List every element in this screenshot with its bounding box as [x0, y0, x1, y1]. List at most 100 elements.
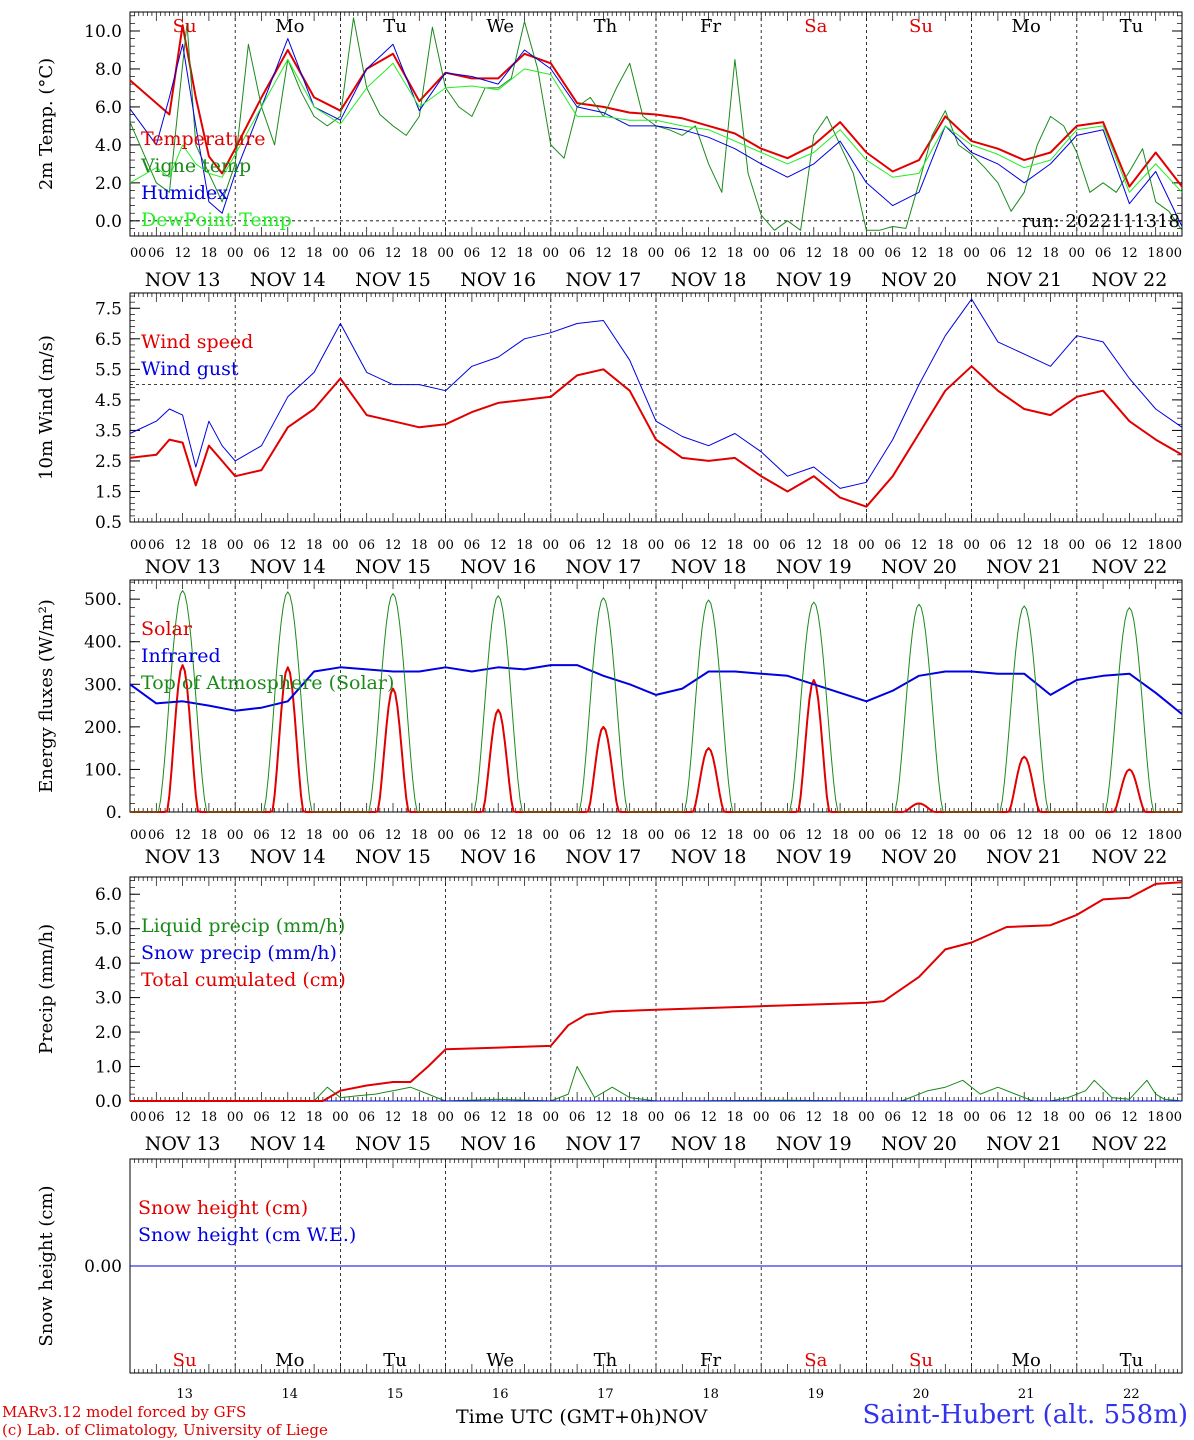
hour-tick-label: 00 [648, 828, 665, 843]
hour-tick-label: 00 [543, 1110, 560, 1125]
panel-2: 0.5 1.5 2.5 3.5 4.5 5.5 6.5 7.5 10m Wind (m/s) Wi… [36, 292, 1183, 578]
hour-tick-label: 06 [1095, 246, 1112, 261]
y-tick-label: 7.5 [95, 299, 122, 319]
day-label: NOV 17 [565, 556, 641, 578]
hour-tick-label: 12 [280, 246, 297, 261]
weekday-label: Sa [804, 1350, 827, 1371]
hour-tick-label: 00 [1069, 1110, 1086, 1125]
weekday-label: Mo [275, 16, 304, 37]
series-line [129, 298, 1183, 489]
hour-tick-label: 00 [227, 538, 244, 553]
series-line [129, 24, 1183, 188]
day-label: NOV 13 [145, 556, 221, 578]
hour-tick-label: 12 [595, 828, 612, 843]
series-line [129, 365, 1183, 508]
hour-tick-label: 00 [332, 828, 349, 843]
series-line [130, 1066, 1183, 1102]
hour-tick-label: 12 [806, 1110, 823, 1125]
y-tick-label: 6.0 [95, 98, 122, 118]
hour-tick-label: 06 [779, 1110, 796, 1125]
hour-tick-label: 06 [990, 1110, 1007, 1125]
day-label: NOV 20 [881, 846, 957, 868]
day-number-label: 17 [597, 1387, 614, 1402]
hour-tick-label: 12 [490, 1110, 507, 1125]
hour-tick-label: 12 [1121, 246, 1138, 261]
hour-tick-label: 18 [516, 828, 533, 843]
day-label: NOV 19 [776, 556, 852, 578]
hour-tick-label: 06 [674, 1110, 691, 1125]
hour-tick-label: 00 [648, 1110, 665, 1125]
day-label: NOV 19 [776, 846, 852, 868]
hour-tick-label: 18 [1147, 828, 1164, 843]
hour-tick-label: 12 [700, 538, 717, 553]
hour-tick-label: 06 [464, 246, 481, 261]
hour-tick-label: 06 [779, 828, 796, 843]
hour-tick-label: 12 [385, 538, 402, 553]
day-label: NOV 16 [460, 846, 536, 868]
day-label: NOV 17 [565, 1133, 641, 1155]
day-number-label: 22 [1123, 1387, 1140, 1402]
day-label: NOV 13 [145, 846, 221, 868]
hour-tick-label: 06 [358, 828, 375, 843]
hour-tick-label: 18 [1042, 246, 1059, 261]
hour-tick-label: 18 [1042, 1110, 1059, 1125]
day-number-label: 16 [492, 1387, 509, 1402]
hour-tick-label: 00 [1165, 538, 1182, 553]
y-tick-label: 1.0 [95, 1058, 122, 1078]
y-tick-label: 4.0 [95, 136, 122, 156]
hour-tick-label: 00 [543, 828, 560, 843]
hour-tick-label: 06 [253, 828, 270, 843]
y-axis-label: 10m Wind (m/s) [36, 335, 57, 480]
hour-tick-label: 12 [490, 828, 507, 843]
hour-tick-label: 00 [1165, 1110, 1182, 1125]
hour-tick-label: 18 [1042, 828, 1059, 843]
legend-entry: Snow height (cm) [138, 1197, 308, 1219]
hour-tick-label: 00 [543, 246, 560, 261]
hour-tick-label: 18 [411, 538, 428, 553]
hour-tick-label: 12 [700, 246, 717, 261]
hour-tick-label: 06 [990, 828, 1007, 843]
hour-tick-label: 00 [963, 1110, 980, 1125]
day-number-label: 14 [282, 1387, 299, 1402]
legend-entry: Snow precip (mm/h) [141, 942, 337, 964]
hour-tick-label: 18 [306, 538, 323, 553]
y-tick-label: 4.0 [95, 954, 122, 974]
time-axis-title-text: Time UTC (GMT+0h) [456, 1406, 662, 1428]
hour-tick-label: 18 [411, 1110, 428, 1125]
hour-tick-label: 06 [674, 246, 691, 261]
hour-tick-label: 18 [1147, 246, 1164, 261]
day-label: NOV 20 [881, 556, 957, 578]
hour-tick-label: 00 [130, 1110, 147, 1125]
day-number-label: 15 [387, 1387, 404, 1402]
model-credit-line: MARv3.12 model forced by GFS [2, 1403, 247, 1421]
y-tick-label: 0. [106, 803, 122, 823]
y-tick-label: 0.00 [84, 1257, 122, 1277]
day-number-label: 18 [702, 1387, 719, 1402]
day-label: NOV 16 [460, 1133, 536, 1155]
weekday-label: Tu [383, 1350, 407, 1371]
hour-tick-label: 06 [148, 828, 165, 843]
hour-tick-label: 06 [990, 538, 1007, 553]
hour-tick-label: 18 [727, 246, 744, 261]
hour-tick-label: 00 [130, 538, 147, 553]
y-tick-label: 6.5 [95, 330, 122, 350]
day-label: NOV 14 [250, 846, 326, 868]
hour-tick-label: 06 [358, 1110, 375, 1125]
y-tick-label: 500. [84, 590, 122, 610]
hour-tick-label: 18 [621, 246, 638, 261]
hour-tick-label: 18 [411, 828, 428, 843]
legend-entry: Snow height (cm W.E.) [138, 1224, 356, 1246]
hour-tick-label: 18 [516, 246, 533, 261]
day-label: NOV 22 [1091, 1133, 1167, 1155]
run-label: run: 2022111318 [1022, 211, 1180, 232]
hour-tick-label: 06 [779, 538, 796, 553]
hour-tick-label: 06 [674, 538, 691, 553]
hour-tick-label: 12 [1121, 1110, 1138, 1125]
hour-tick-label: 12 [595, 538, 612, 553]
hour-tick-label: 12 [385, 828, 402, 843]
day-label: NOV 14 [250, 269, 326, 291]
hour-tick-label: 06 [148, 538, 165, 553]
hour-tick-label: 06 [464, 1110, 481, 1125]
hour-tick-label: 18 [937, 538, 954, 553]
day-label: NOV 20 [881, 269, 957, 291]
